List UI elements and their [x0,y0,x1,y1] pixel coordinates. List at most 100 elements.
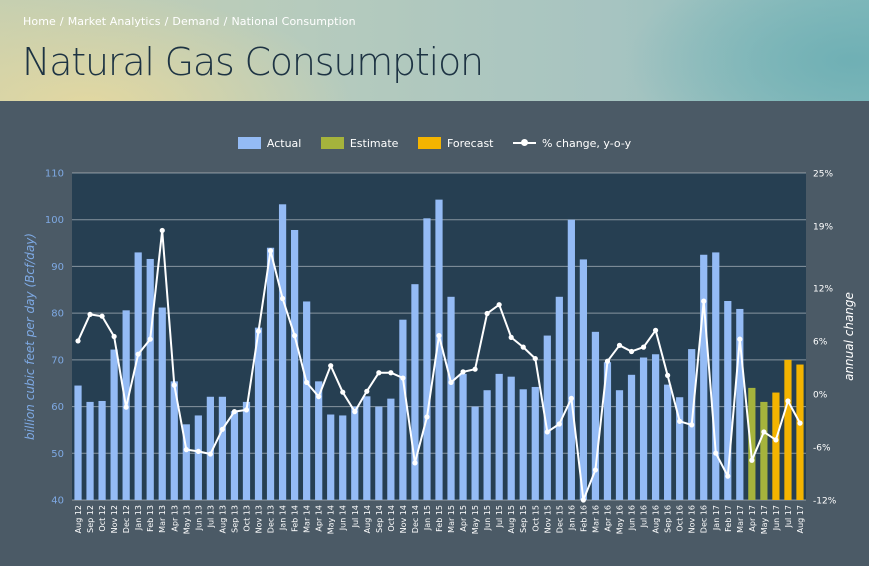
y-axis-tick-label: 60 [51,402,64,413]
bar-actual [170,381,178,500]
legend-item-yoy-change[interactable]: % change, y-o-y [512,136,632,150]
bar-actual [363,396,371,500]
yoy-change-point [316,393,322,400]
x-axis-tick-label: Sep 15 [519,505,528,533]
x-axis-tick-label: Apr 13 [170,505,179,532]
x-axis-tick-label: Feb 16 [579,505,588,532]
x-axis-tick-label: Sep 14 [375,505,384,533]
breadcrumb: Home / Market Analytics / Demand / National Co… [23,15,356,28]
breadcrumb-home-link[interactable]: Home [23,15,56,28]
x-axis-tick-label: Sep 16 [664,505,673,533]
breadcrumb-market-analytics-link[interactable]: Market Analytics [67,15,161,28]
bar-actual [579,259,588,500]
x-axis-tick-label: Aug 15 [507,505,516,533]
x-axis-tick-label: Jun 13 [194,505,203,531]
yoy-change-point [677,418,683,424]
legend-swatch-forecast [417,136,441,149]
yoy-change-point [304,379,310,386]
x-axis-tick-label: Dec 13 [267,505,276,533]
bar-actual [543,335,551,500]
x-axis-tick-label: Dec 12 [122,505,131,533]
bar-actual [375,406,383,500]
consumption-chart: 40 50 60 70 80 90 100 110 25% 19% 12% 6% 0% -6% -12% Au… [23,169,856,535]
bar-actual [206,396,214,500]
bar-actual [555,296,563,500]
legend-line-marker-icon [512,137,536,149]
yoy-change-point [195,448,201,454]
bar-forecast [784,359,792,500]
y-axis-tick-label: 40 [51,496,64,507]
x-axis-tick-label: Jan 16 [567,505,576,531]
x-axis-tick-label: Nov 16 [688,505,697,533]
bar-actual [387,398,395,500]
bar-actual [495,373,503,500]
yoy-change-point [75,338,81,344]
x-axis-tick-label: Apr 16 [603,505,612,532]
yoy-change-point [292,333,298,339]
bar-actual [459,373,467,500]
x-axis-tick-label: Apr 17 [748,505,757,532]
bar-actual [712,252,720,500]
yoy-change-point [532,355,538,362]
yoy-change-point [388,370,394,376]
bar-actual [435,199,443,500]
x-axis-tick-label: Feb 17 [724,505,733,532]
x-axis-tick-label: Aug 16 [652,505,661,533]
x-axis-tick-label: Aug 13 [218,505,227,533]
yoy-change-point [183,447,189,453]
breadcrumb-current-page: National Consumption [231,15,356,28]
yoy-change-point [689,422,695,428]
x-axis-tick-label: Dec 16 [700,505,709,533]
legend-item-estimate[interactable]: Estimate [320,136,398,150]
x-axis-tick-label: Nov 14 [399,505,408,533]
yoy-change-point [761,429,767,435]
x-axis-tick-label: May 17 [760,505,769,534]
x-axis-tick-label: May 16 [615,505,624,534]
x-axis-tick-label: Jan 15 [423,505,432,531]
legend-item-forecast[interactable]: Forecast [417,136,493,150]
yoy-change-point [725,473,731,479]
bar-actual [327,414,335,500]
bar-estimate [760,401,768,500]
x-axis-tick-label: May 15 [471,505,480,534]
yoy-change-point [448,379,454,386]
bar-actual [98,400,106,500]
x-axis-tick-label: Nov 13 [255,505,264,533]
x-axis-tick-label: Sep 13 [230,505,239,533]
yoy-change-point [604,358,611,364]
y2-axis-tick-label: 25% [813,170,833,180]
yoy-change-point [580,497,586,503]
yoy-change-point [207,451,213,457]
x-axis-tick-label: Jul 15 [495,505,504,528]
bar-actual [603,362,612,500]
y2-axis-tick-label: -6% [813,443,831,453]
yoy-change-point [147,336,153,342]
y2-axis-tick-label: 19% [813,223,833,233]
page-header: Home / Market Analytics / Demand / National Co… [0,0,869,101]
x-axis-tick-label: Mar 16 [591,505,600,533]
yoy-change-point [255,328,262,334]
x-axis-tick-label: Aug 17 [796,505,805,533]
bar-actual [471,406,479,500]
page-title: Natural Gas Consumption [22,40,484,84]
breadcrumb-demand-link[interactable]: Demand [172,15,220,28]
yoy-change-point [231,409,238,415]
yoy-change-point [111,333,117,340]
x-axis-tick-label: Mar 15 [447,505,456,533]
x-axis-tick-label: May 14 [327,505,336,534]
legend-label-yoy-change: % change, y-o-y [541,136,632,150]
yoy-change-point [665,372,671,378]
chart-panel: Actual Estimate Forecast % change, y-o-y… [0,101,869,566]
yoy-change-point [701,298,707,304]
yoy-change-point [544,429,550,435]
breadcrumb-separator: / [59,15,64,28]
legend-item-actual[interactable]: Actual [237,136,301,150]
bar-actual [315,381,323,500]
yoy-change-point [123,404,129,410]
yoy-change-point [159,227,165,234]
legend-swatch-estimate [320,136,344,149]
bar-actual [339,415,347,500]
bar-actual [651,354,660,500]
x-axis-tick-label: Jan 13 [134,505,143,531]
x-axis-tick-label: Jan 14 [279,505,288,531]
